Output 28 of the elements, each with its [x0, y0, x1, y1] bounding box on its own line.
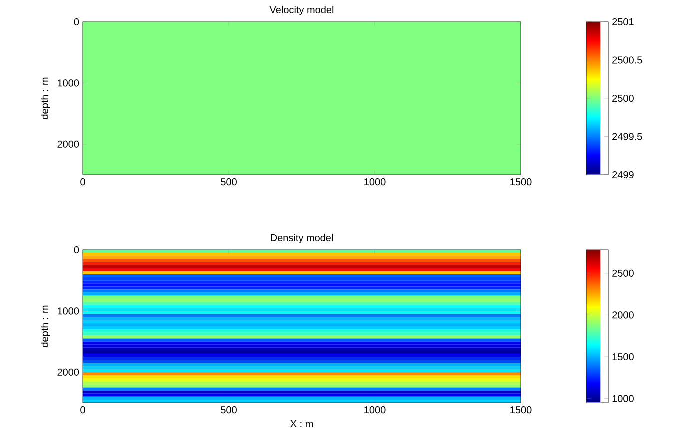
x-tick-label: 0 — [80, 406, 86, 414]
y-tick-label: 1000 — [58, 80, 80, 87]
x-tick-label: 1500 — [510, 178, 532, 186]
y-tick-label: 0 — [74, 18, 80, 26]
color-bar-label: 2500 — [612, 270, 634, 277]
color-bar-label: 2501 — [612, 18, 634, 26]
color-bar-label: 2499.5 — [612, 133, 642, 140]
color-bar-label: 1500 — [612, 353, 634, 361]
color-bar-label: 2499 — [612, 171, 634, 179]
color-bar-label: 1000 — [612, 395, 634, 402]
chart-title: Velocity model — [270, 6, 334, 16]
color-bar-label: 2500 — [612, 94, 634, 102]
x-tick-label: 500 — [221, 406, 237, 414]
y-axis-title: depth : m — [41, 306, 50, 348]
color-bar-label: 2500.5 — [612, 56, 642, 64]
y-tick-label: 2000 — [58, 140, 80, 148]
y-tick-label: 1000 — [58, 308, 80, 315]
x-tick-label: 1000 — [364, 178, 386, 186]
x-tick-label: 0 — [80, 178, 86, 186]
chart-title: Density model — [271, 234, 333, 244]
x-tick-label: 500 — [221, 178, 237, 186]
x-axis-title: X : m — [290, 420, 314, 428]
x-tick-label: 1000 — [364, 406, 386, 414]
x-tick-label: 1500 — [510, 406, 532, 414]
y-tick-label: 2000 — [58, 368, 80, 376]
color-bar-label: 2000 — [612, 312, 634, 319]
y-tick-label: 0 — [74, 246, 80, 254]
y-axis-title: depth : m — [41, 78, 50, 120]
